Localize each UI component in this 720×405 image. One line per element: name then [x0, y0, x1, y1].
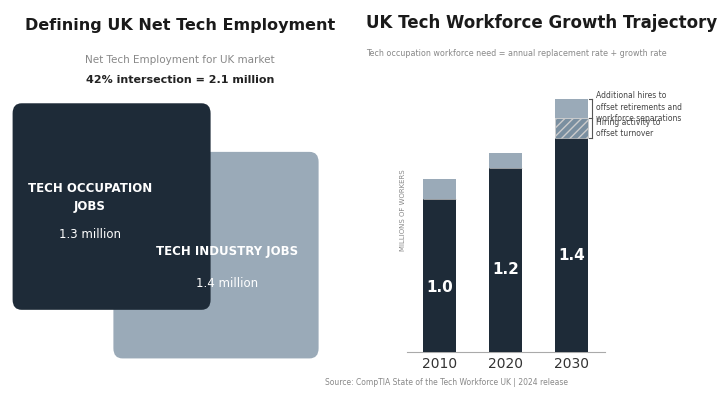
Text: Net Tech Employment for UK market: Net Tech Employment for UK market — [85, 55, 275, 65]
Text: 1.4 million: 1.4 million — [196, 277, 258, 290]
Text: Hiring activity to
offset turnover: Hiring activity to offset turnover — [596, 117, 660, 138]
Text: 42% intersection = 2.1 million: 42% intersection = 2.1 million — [86, 75, 274, 85]
Text: UK Tech Workforce Growth Trajectory: UK Tech Workforce Growth Trajectory — [366, 14, 717, 32]
Text: 1.2: 1.2 — [492, 262, 519, 277]
FancyBboxPatch shape — [114, 152, 319, 358]
Y-axis label: MILLIONS OF WORKERS: MILLIONS OF WORKERS — [400, 170, 405, 252]
Text: Additional hires to
offset retirements and
workforce separations: Additional hires to offset retirements a… — [596, 91, 683, 123]
Bar — [423, 199, 456, 352]
Text: Defining UK Net Tech Employment: Defining UK Net Tech Employment — [25, 18, 335, 33]
Text: Source: CompTIA State of the Tech Workforce UK | 2024 release: Source: CompTIA State of the Tech Workfo… — [325, 378, 568, 387]
Bar — [555, 118, 588, 138]
FancyBboxPatch shape — [12, 103, 211, 310]
Text: Tech occupation workforce need = annual replacement rate + growth rate: Tech occupation workforce need = annual … — [366, 49, 667, 58]
Bar — [555, 100, 588, 118]
Bar — [490, 153, 522, 168]
Bar — [490, 168, 522, 352]
Bar — [555, 138, 588, 352]
Text: 1.0: 1.0 — [426, 281, 453, 296]
Text: TECH INDUSTRY JOBS: TECH INDUSTRY JOBS — [156, 245, 298, 258]
Bar — [423, 179, 456, 199]
Text: 1.3 million: 1.3 million — [59, 228, 121, 241]
Text: 1.4: 1.4 — [559, 248, 585, 263]
Text: TECH OCCUPATION
JOBS: TECH OCCUPATION JOBS — [28, 182, 152, 213]
